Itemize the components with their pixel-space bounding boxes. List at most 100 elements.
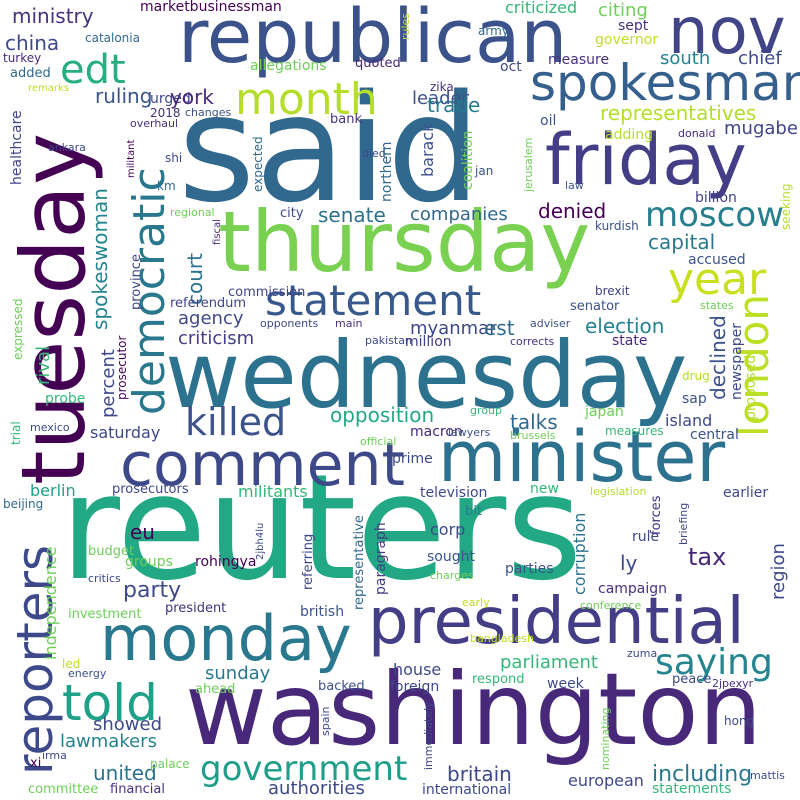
word-agency: agency	[178, 308, 244, 329]
word-measure: measure	[548, 52, 610, 68]
word-commission: commission	[228, 285, 306, 300]
word-quoted: quoted	[355, 56, 401, 71]
word-jerusalem: jerusalem	[522, 137, 535, 192]
word-allegations: allegations	[250, 58, 327, 74]
word-energy: energy	[68, 667, 107, 680]
word-edt: edt	[60, 47, 126, 93]
word-army: army	[478, 24, 509, 38]
word-nominating: nominating	[599, 707, 612, 770]
word-legislation: legislation	[590, 485, 647, 498]
word-marketbusinessman: marketbusinessman	[140, 0, 282, 15]
word-corruption: corruption	[570, 512, 589, 595]
word-trade: trade	[427, 93, 481, 117]
word-brexit: brexit	[595, 284, 630, 298]
word-representatives: representatives	[600, 101, 757, 125]
word-rohingya: rohingya	[195, 554, 257, 570]
word-main: main	[335, 317, 363, 330]
word-york: york	[170, 85, 214, 109]
word-opponents: opponents	[260, 317, 319, 330]
word-respond: respond	[472, 672, 525, 687]
word-city: city	[280, 206, 304, 221]
word-china: china	[5, 31, 60, 55]
word-zika: zika	[430, 80, 454, 94]
word-urged: urged	[150, 91, 191, 107]
word-citing: citing	[598, 0, 648, 21]
word-ahead: ahead	[195, 682, 236, 697]
word-month: month	[235, 74, 378, 125]
word-law: law	[565, 179, 584, 192]
word-died: died	[362, 147, 386, 160]
word-paragraph: paragraph	[373, 522, 389, 595]
word-measures: measures	[605, 424, 664, 438]
word-representative: representative	[352, 515, 367, 610]
word-probe: probe	[45, 391, 86, 407]
word-million: million	[405, 334, 452, 350]
word-mattis: mattis	[750, 769, 785, 782]
word-saying: saying	[655, 642, 773, 683]
word-critics: critics	[88, 572, 121, 585]
word-mexico: mexico	[30, 421, 70, 434]
word-accused: accused	[688, 252, 746, 268]
word-moscow: moscow	[645, 195, 784, 235]
word-president: president	[165, 601, 227, 616]
word-british: british	[300, 604, 345, 620]
word-lawmakers: lawmakers	[60, 731, 157, 752]
word-billion: billion	[695, 190, 737, 206]
word-investment: investment	[68, 607, 142, 622]
word-changes: changes	[185, 106, 232, 119]
word-briefing: briefing	[677, 502, 690, 545]
word-international: international	[422, 782, 512, 798]
word-drug: drug	[682, 369, 710, 383]
word-bank: bank	[330, 112, 362, 127]
word-showed: showed	[93, 714, 163, 735]
word-coalition: coalition	[460, 130, 476, 190]
word-denied: denied	[538, 199, 607, 223]
word-rule: rule	[632, 529, 660, 545]
word-independence: independence	[41, 546, 60, 660]
word-south: south	[660, 48, 711, 69]
word-rival: rival	[33, 345, 54, 385]
word-sought: sought	[427, 549, 475, 565]
word-overhaul: overhaul	[130, 117, 179, 130]
word-newspaper: newspaper	[729, 323, 745, 400]
word-palace: palace	[150, 757, 190, 771]
word-healthcare: healthcare	[9, 110, 25, 185]
word-referendum: referendum	[170, 296, 247, 311]
word-immediately: immediately	[422, 701, 435, 770]
word-militants: militants	[238, 482, 308, 501]
word-km: km	[157, 179, 176, 193]
word-seeking: seeking	[779, 183, 793, 230]
word-sap: sap	[682, 391, 707, 407]
word-corp: corp	[430, 520, 466, 539]
word-european: european	[568, 771, 644, 790]
word-year: year	[668, 254, 767, 305]
word-added: added	[10, 66, 51, 81]
word-oct: oct	[500, 59, 522, 75]
word-criticized: criticized	[505, 0, 578, 17]
word-group: group	[470, 404, 502, 417]
word-ministry: ministry	[12, 4, 94, 28]
word-talks: talks	[510, 410, 558, 434]
word-prime: prime	[392, 451, 433, 467]
word-remarks: remarks	[28, 83, 70, 94]
word-comment: comment	[120, 430, 406, 500]
word-house: house	[393, 660, 442, 679]
word-militant: militant	[126, 139, 137, 178]
word-led: led	[62, 657, 81, 671]
word-prosecutors: prosecutors	[112, 482, 189, 497]
word-state: state	[612, 333, 648, 349]
word-lawyers: lawyers	[448, 426, 491, 439]
word-criticism: criticism	[178, 328, 255, 349]
word-wednesday: wednesday	[165, 322, 688, 429]
word-parties: parties	[505, 561, 554, 577]
word-spain: spain	[319, 706, 332, 736]
word-adding: adding	[605, 127, 654, 143]
word-shi: shi	[165, 151, 183, 165]
word-sunday: sunday	[205, 663, 271, 684]
word-campaign: campaign	[598, 581, 668, 597]
word-presidential: presidential	[368, 585, 745, 659]
word-hong: hong	[724, 714, 755, 728]
word-fiscal: fiscal	[212, 219, 223, 245]
word-states: states	[700, 299, 734, 312]
word-senate: senate	[318, 203, 386, 227]
